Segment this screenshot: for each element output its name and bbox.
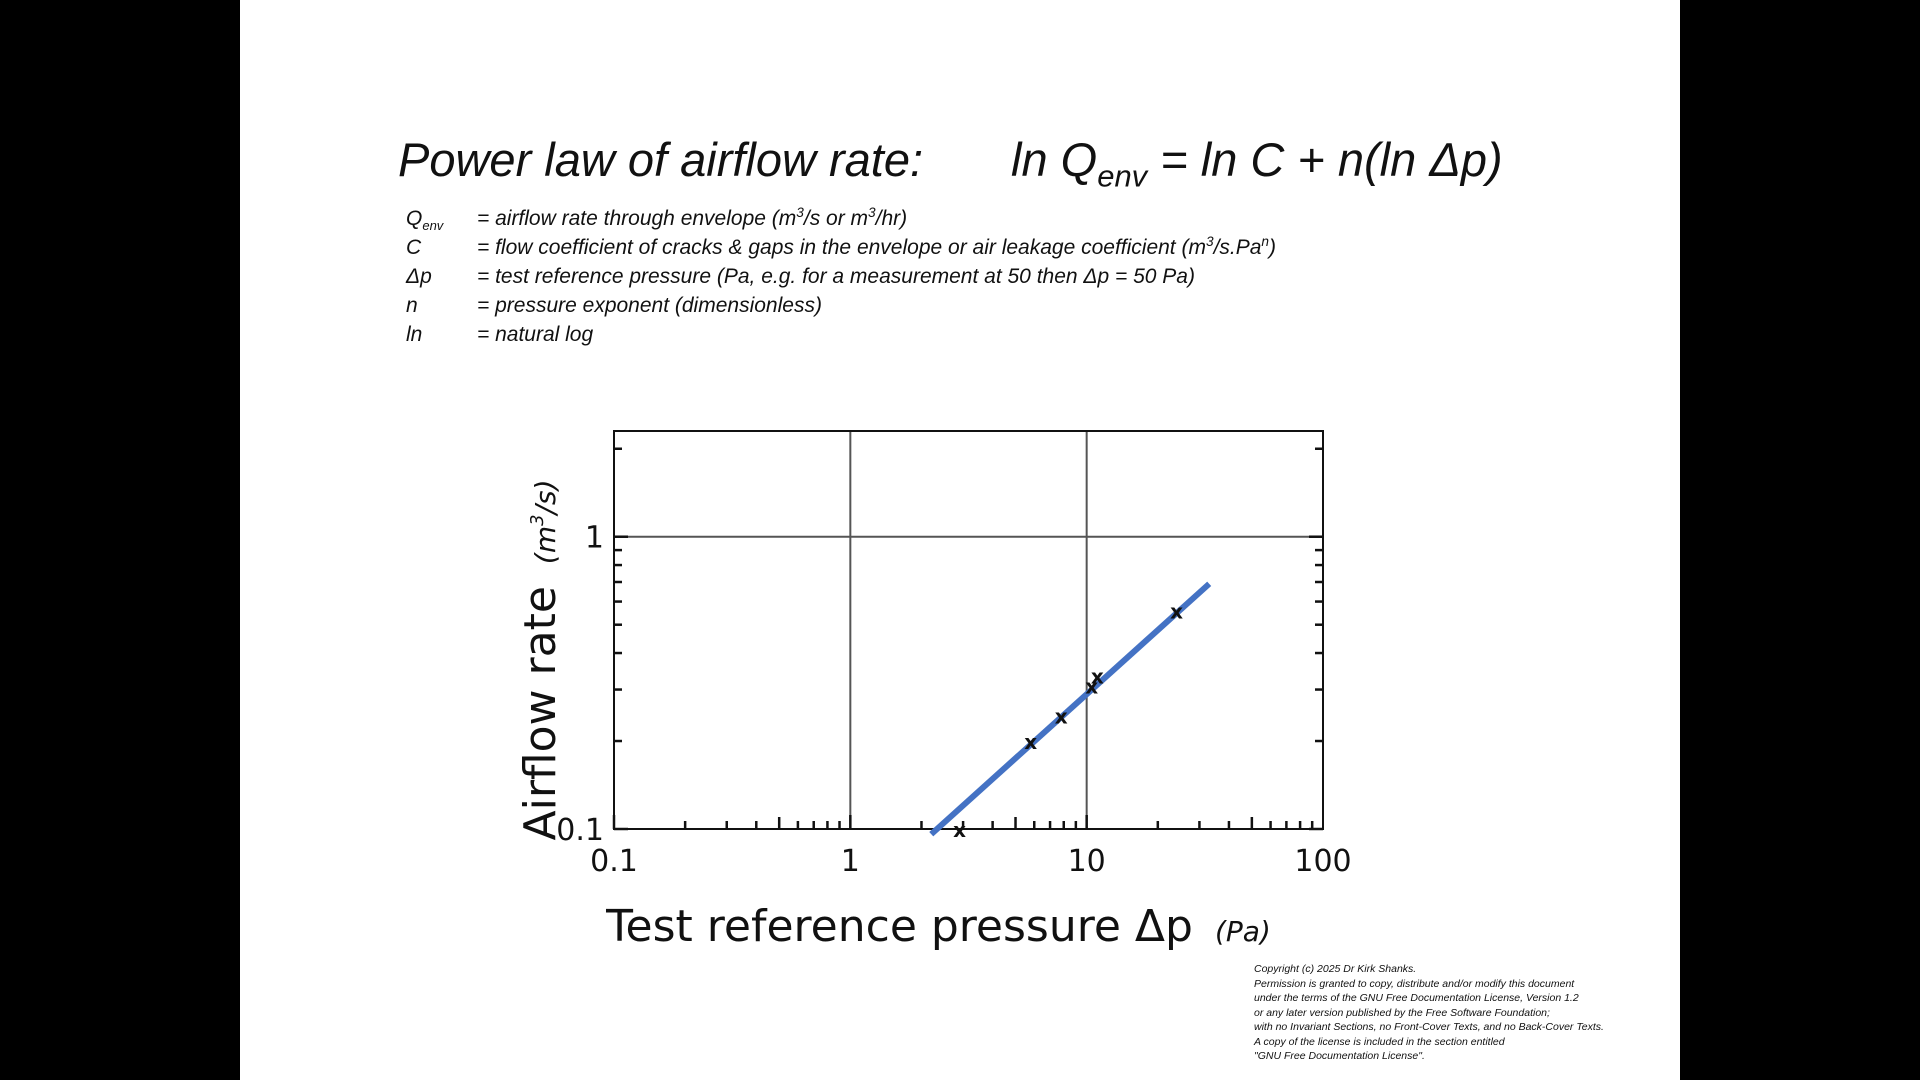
- definition-row: ln = natural log: [406, 320, 1506, 349]
- definition-symbol: ln: [406, 323, 423, 346]
- copyright-line: Copyright (c) 2025 Dr Kirk Shanks.: [1254, 963, 1417, 975]
- definition-row: Qenv = airflow rate through envelope (m3…: [406, 204, 1506, 234]
- y-tick-label: 0.1: [556, 813, 604, 848]
- x-tick-label: 1: [841, 844, 860, 879]
- copyright-line: or any later version published by the Fr…: [1254, 1006, 1550, 1019]
- plot-frame: [613, 430, 1324, 830]
- chart-grid: [614, 431, 1323, 829]
- copyright-line: with no Invariant Sections, no Front-Cov…: [1254, 1021, 1604, 1033]
- copyright-line: Permission is granted to copy, distribut…: [1254, 977, 1575, 990]
- copyright-notice: Copyright (c) 2025 Dr Kirk Shanks. Permi…: [1254, 962, 1654, 1064]
- copyright-line: A copy of the license is included in the…: [1254, 1035, 1505, 1048]
- slide-title: Power law of airflow rate: ln Qenv = ln …: [398, 132, 1598, 193]
- definition-row: n = pressure exponent (dimensionless): [406, 291, 1506, 320]
- definition-row: C = flow coefficient of cracks & gaps in…: [406, 233, 1506, 262]
- x-tick-label: 100: [1294, 844, 1351, 879]
- x-tick-label: 0.1: [590, 844, 638, 879]
- data-point-marker: x: [1091, 665, 1104, 689]
- title-equation: ln Qenv = ln C + n(ln Δp): [1011, 133, 1503, 194]
- tick-labels: 0.1 1 10 100 0.1 1: [556, 521, 1351, 879]
- definition-text: = test reference pressure (Pa, e.g. for …: [477, 265, 1195, 288]
- data-point-marker: x: [1055, 704, 1068, 728]
- data-point-marker: x: [1024, 730, 1037, 754]
- definition-symbol: n: [406, 294, 418, 317]
- y-axis-title: Airflow rate (m3/s): [515, 479, 566, 840]
- definition-text: = flow coefficient of cracks & gaps in t…: [477, 234, 1277, 259]
- data-point-marker: x: [1085, 674, 1098, 698]
- data-point-marker: x: [1170, 599, 1183, 623]
- slide: Power law of airflow rate: ln Qenv = ln …: [240, 0, 1680, 1080]
- chart-ticks: [612, 447, 1323, 831]
- copyright-line: "GNU Free Documentation License".: [1254, 1050, 1425, 1062]
- definition-symbol: Δp: [406, 265, 432, 288]
- title-label: Power law of airflow rate:: [398, 133, 924, 186]
- definition-text: = pressure exponent (dimensionless): [477, 294, 822, 317]
- definition-symbol: Qenv: [406, 207, 444, 234]
- y-tick-label: 1: [585, 521, 604, 556]
- definition-row: Δp = test reference pressure (Pa, e.g. f…: [406, 262, 1506, 291]
- definition-text: = airflow rate through envelope (m3/s or…: [477, 205, 908, 230]
- x-axis-title: Test reference pressure Δp (Pa): [605, 901, 1271, 952]
- x-tick-label: 10: [1068, 844, 1106, 879]
- data-point-marker: x: [953, 818, 966, 842]
- fit-line: [929, 581, 1212, 837]
- copyright-line: under the terms of the GNU Free Document…: [1254, 992, 1579, 1004]
- definition-text: = natural log: [477, 323, 594, 346]
- definition-symbol: C: [406, 236, 422, 259]
- definitions-list: Qenv = airflow rate through envelope (m3…: [406, 204, 1506, 349]
